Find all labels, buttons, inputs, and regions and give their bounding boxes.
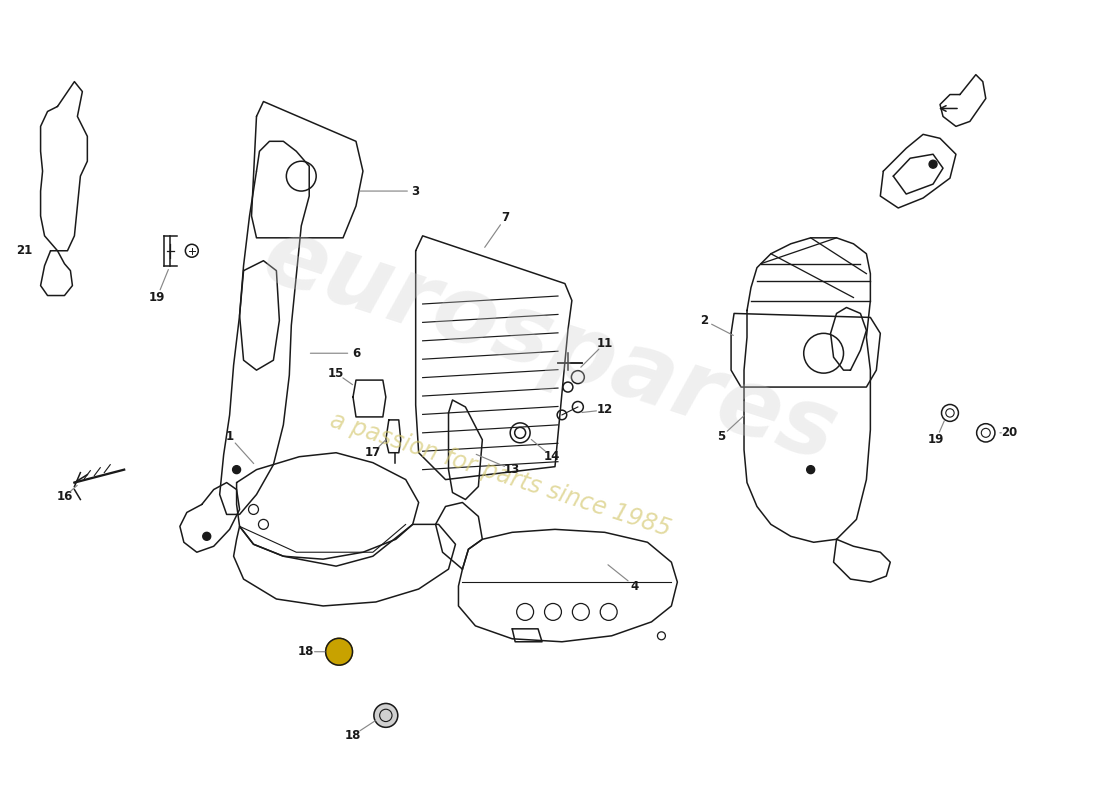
Text: a passion for parts since 1985: a passion for parts since 1985 bbox=[327, 408, 673, 541]
Text: 4: 4 bbox=[630, 579, 639, 593]
Text: 1: 1 bbox=[226, 430, 233, 443]
Text: 13: 13 bbox=[504, 463, 520, 476]
Text: 5: 5 bbox=[717, 430, 725, 443]
Text: 19: 19 bbox=[928, 434, 944, 446]
Circle shape bbox=[374, 703, 398, 727]
Text: 21: 21 bbox=[16, 244, 33, 258]
Circle shape bbox=[930, 160, 937, 168]
Text: 2: 2 bbox=[701, 314, 708, 327]
Text: 14: 14 bbox=[543, 450, 560, 463]
Text: 20: 20 bbox=[1001, 426, 1018, 439]
Text: 15: 15 bbox=[328, 366, 344, 380]
Text: 16: 16 bbox=[56, 490, 73, 503]
Text: 12: 12 bbox=[596, 403, 613, 417]
Text: 17: 17 bbox=[365, 446, 381, 459]
Text: 18: 18 bbox=[344, 729, 361, 742]
Text: 7: 7 bbox=[502, 211, 509, 225]
Text: 19: 19 bbox=[148, 291, 165, 304]
Circle shape bbox=[232, 466, 241, 474]
Circle shape bbox=[326, 638, 352, 665]
Text: 3: 3 bbox=[411, 185, 420, 198]
Text: 11: 11 bbox=[596, 337, 613, 350]
Circle shape bbox=[202, 532, 211, 540]
Text: 18: 18 bbox=[298, 646, 315, 658]
Text: eurospares: eurospares bbox=[252, 210, 848, 482]
Circle shape bbox=[806, 466, 815, 474]
Text: 6: 6 bbox=[352, 346, 360, 360]
